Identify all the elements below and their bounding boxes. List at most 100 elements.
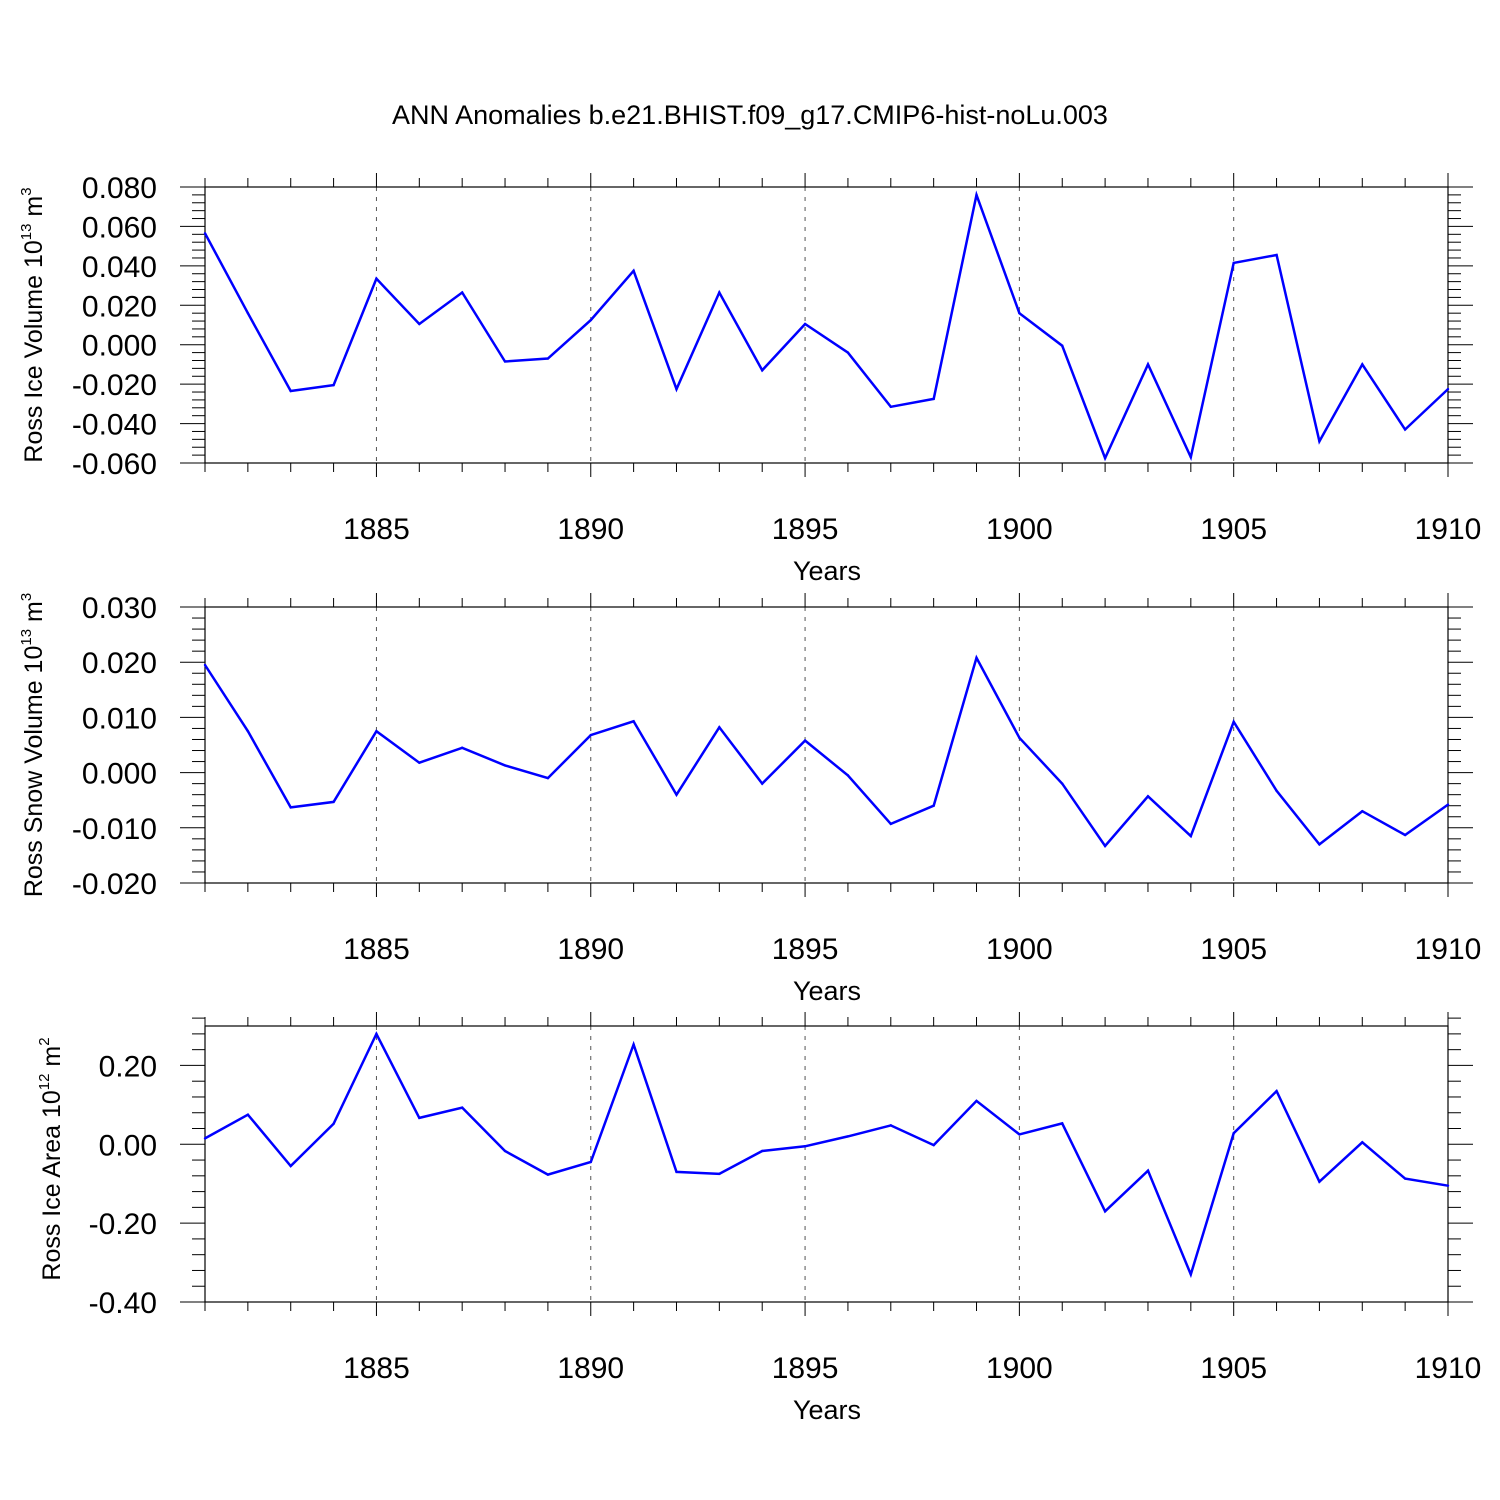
x-tick-label: 1905 [1200, 1352, 1267, 1385]
data-point [761, 369, 764, 372]
y-axis-label-unit: m [20, 601, 48, 629]
x-axis-label: Years [793, 1395, 861, 1425]
y-tick-label: -0.020 [72, 868, 157, 901]
data-point [846, 351, 850, 354]
data-point [418, 761, 421, 764]
data-point [289, 806, 292, 809]
data-point [846, 1135, 850, 1138]
y-axis-label: Ross Ice Area 1012 m2 [36, 1037, 66, 1280]
data-point [1446, 1184, 1450, 1187]
data-point [718, 291, 721, 294]
y-tick-label: 0.020 [82, 647, 157, 680]
x-tick-label: 1885 [343, 933, 410, 966]
plot-frame [204, 1025, 1449, 1303]
data-point [1189, 834, 1193, 838]
data-point [1018, 311, 1021, 315]
data-point [1275, 1089, 1278, 1093]
y-tick-label: 0.000 [82, 758, 157, 791]
data-point [632, 1043, 635, 1046]
data-point [1361, 363, 1364, 366]
data-point [503, 1149, 507, 1153]
data-point [332, 1122, 335, 1125]
data-point [932, 1143, 935, 1147]
x-tick-label: 1910 [1415, 513, 1482, 546]
data-point [418, 322, 421, 326]
data-point [1061, 344, 1064, 347]
data-point [1403, 833, 1407, 837]
data-point [675, 1170, 678, 1174]
x-tick-label: 1895 [772, 513, 839, 546]
data-point [1146, 1169, 1150, 1172]
data-point [203, 663, 207, 667]
data-point [1275, 253, 1278, 257]
y-axis-label-text: Ross Ice Area 10 [38, 1090, 66, 1280]
data-point [375, 730, 378, 733]
data-point [246, 1113, 250, 1116]
data-point [332, 383, 335, 387]
y-axis-label-unit-exponent: 3 [18, 187, 35, 195]
data-point [1146, 363, 1150, 366]
data-point [1361, 1141, 1364, 1144]
y-tick-label: 0.000 [82, 330, 157, 363]
data-point [1446, 387, 1450, 391]
x-axis-label: Years [793, 976, 861, 1006]
data-point [1403, 428, 1407, 431]
x-tick-label: 1905 [1200, 513, 1267, 546]
y-axis-label: Ross Snow Volume 1013 m3 [18, 593, 48, 897]
y-axis-label-exponent: 13 [18, 629, 35, 646]
y-tick-label: -0.060 [72, 448, 157, 481]
chart-panel-1: -0.060 -0.040 -0.020 0.000 0.020 0.040 0.060 0.… [18, 172, 1481, 586]
data-point [932, 804, 935, 807]
data-point [1275, 789, 1278, 793]
x-tick-label: 1895 [772, 1352, 839, 1385]
data-point [1232, 1132, 1235, 1135]
data-point [1361, 810, 1364, 813]
data-point [332, 800, 335, 804]
y-tick-label: -0.040 [72, 409, 157, 442]
data-point [375, 1032, 378, 1036]
data-point [1446, 803, 1450, 806]
y-axis-label: Ross Ice Volume 1013 m3 [18, 187, 48, 462]
data-point [246, 311, 250, 315]
data-point [460, 746, 464, 749]
x-tick-label: 1905 [1200, 933, 1267, 966]
data-point [803, 322, 807, 326]
chart-title: ANN Anomalies b.e21.BHIST.f09_g17.CMIP6-… [392, 100, 1108, 130]
y-axis-label-text: Ross Snow Volume 10 [20, 646, 48, 898]
data-point [375, 277, 378, 280]
data-point [589, 1160, 592, 1164]
x-tick-label: 1895 [772, 933, 839, 966]
series-line [203, 190, 1449, 462]
series-line [203, 654, 1449, 849]
y-tick-label: 0.00 [99, 1129, 157, 1162]
data-point [1146, 795, 1150, 798]
x-tick-label: 1900 [986, 1352, 1053, 1385]
data-point [889, 822, 892, 826]
data-point [975, 193, 978, 197]
data-point [460, 1106, 464, 1109]
data-point [203, 1137, 207, 1140]
y-tick-label: -0.020 [72, 369, 157, 402]
data-point [1018, 1133, 1021, 1136]
data-point [675, 793, 678, 796]
y-axis-label-exponent: 12 [36, 1074, 53, 1091]
data-point [546, 357, 550, 360]
data-point [803, 739, 807, 742]
x-tick-label: 1890 [557, 933, 624, 966]
y-axis-label-exponent: 13 [18, 224, 35, 241]
y-axis-label-text: Ross Ice Volume 10 [20, 240, 48, 462]
data-point [632, 720, 635, 723]
chart-panel-3: -0.40 -0.20 0.00 0.20 1885 1890 1895 1900 1905 19… [36, 1012, 1481, 1425]
x-axis-label: Years [793, 556, 861, 586]
y-tick-label: 0.030 [82, 592, 157, 625]
x-tick-label: 1890 [557, 1352, 624, 1385]
data-point [1318, 843, 1321, 846]
data-point [932, 397, 935, 401]
data-point [503, 764, 507, 767]
x-tick-label: 1885 [343, 1352, 410, 1385]
series-line [204, 1031, 1449, 1279]
plot-frame [204, 186, 1449, 464]
data-point [1403, 1177, 1407, 1180]
data-point [418, 1116, 421, 1120]
